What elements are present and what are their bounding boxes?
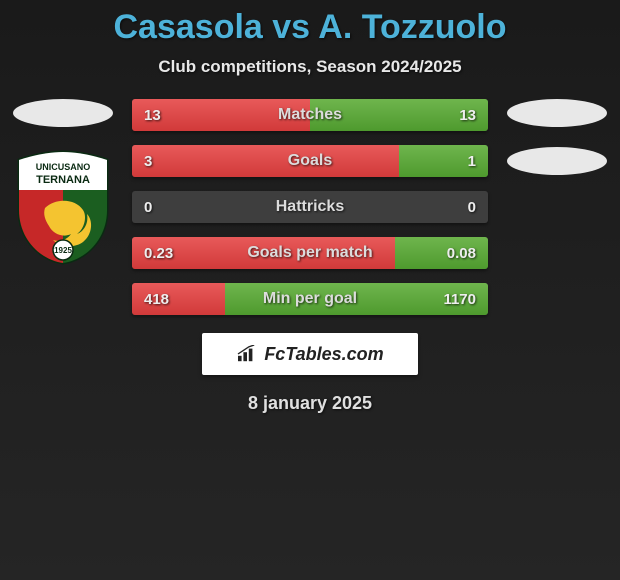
fctables-logo[interactable]: FcTables.com <box>202 333 418 375</box>
stat-value-left: 13 <box>132 107 192 124</box>
stat-value-left: 418 <box>132 291 192 308</box>
stat-value-left: 0.23 <box>132 245 192 262</box>
stat-label: Goals per match <box>192 244 428 262</box>
stat-bar: 0Hattricks0 <box>132 191 488 223</box>
stat-value-right: 0.08 <box>428 245 488 262</box>
stat-label: Hattricks <box>192 198 428 216</box>
right-player-column <box>502 99 612 175</box>
ternana-badge-icon: UNICUSANO TERNANA 1925 <box>15 150 111 265</box>
stat-bar: 418Min per goal1170 <box>132 283 488 315</box>
snapshot-date: 8 january 2025 <box>0 393 620 414</box>
stat-value-left: 0 <box>132 199 192 216</box>
stats-column: 13Matches133Goals10Hattricks00.23Goals p… <box>132 99 488 315</box>
comparison-title: Casasola vs A. Tozzuolo <box>0 8 620 47</box>
bar-chart-icon <box>236 345 258 363</box>
stat-bar: 0.23Goals per match0.08 <box>132 237 488 269</box>
stat-value-right: 13 <box>428 107 488 124</box>
stat-bar: 3Goals1 <box>132 145 488 177</box>
stat-value-left: 3 <box>132 153 192 170</box>
comparison-subtitle: Club competitions, Season 2024/2025 <box>0 57 620 77</box>
comparison-body: UNICUSANO TERNANA 1925 13Matches133Goals… <box>0 99 620 315</box>
stat-bar: 13Matches13 <box>132 99 488 131</box>
footer-brand-text: FcTables.com <box>264 344 383 365</box>
svg-text:1925: 1925 <box>54 246 72 255</box>
stat-label: Goals <box>192 152 428 170</box>
stat-value-right: 0 <box>428 199 488 216</box>
stat-label: Min per goal <box>192 290 428 308</box>
right-club-badge-placeholder <box>507 147 607 175</box>
left-player-column: UNICUSANO TERNANA 1925 <box>8 99 118 267</box>
stat-value-right: 1 <box>428 153 488 170</box>
svg-text:UNICUSANO: UNICUSANO <box>36 162 91 172</box>
stat-value-right: 1170 <box>428 291 488 308</box>
left-player-photo-placeholder <box>13 99 113 127</box>
stat-label: Matches <box>192 106 428 124</box>
svg-text:TERNANA: TERNANA <box>36 174 90 186</box>
left-club-badge: UNICUSANO TERNANA 1925 <box>13 147 113 267</box>
right-player-photo-placeholder <box>507 99 607 127</box>
